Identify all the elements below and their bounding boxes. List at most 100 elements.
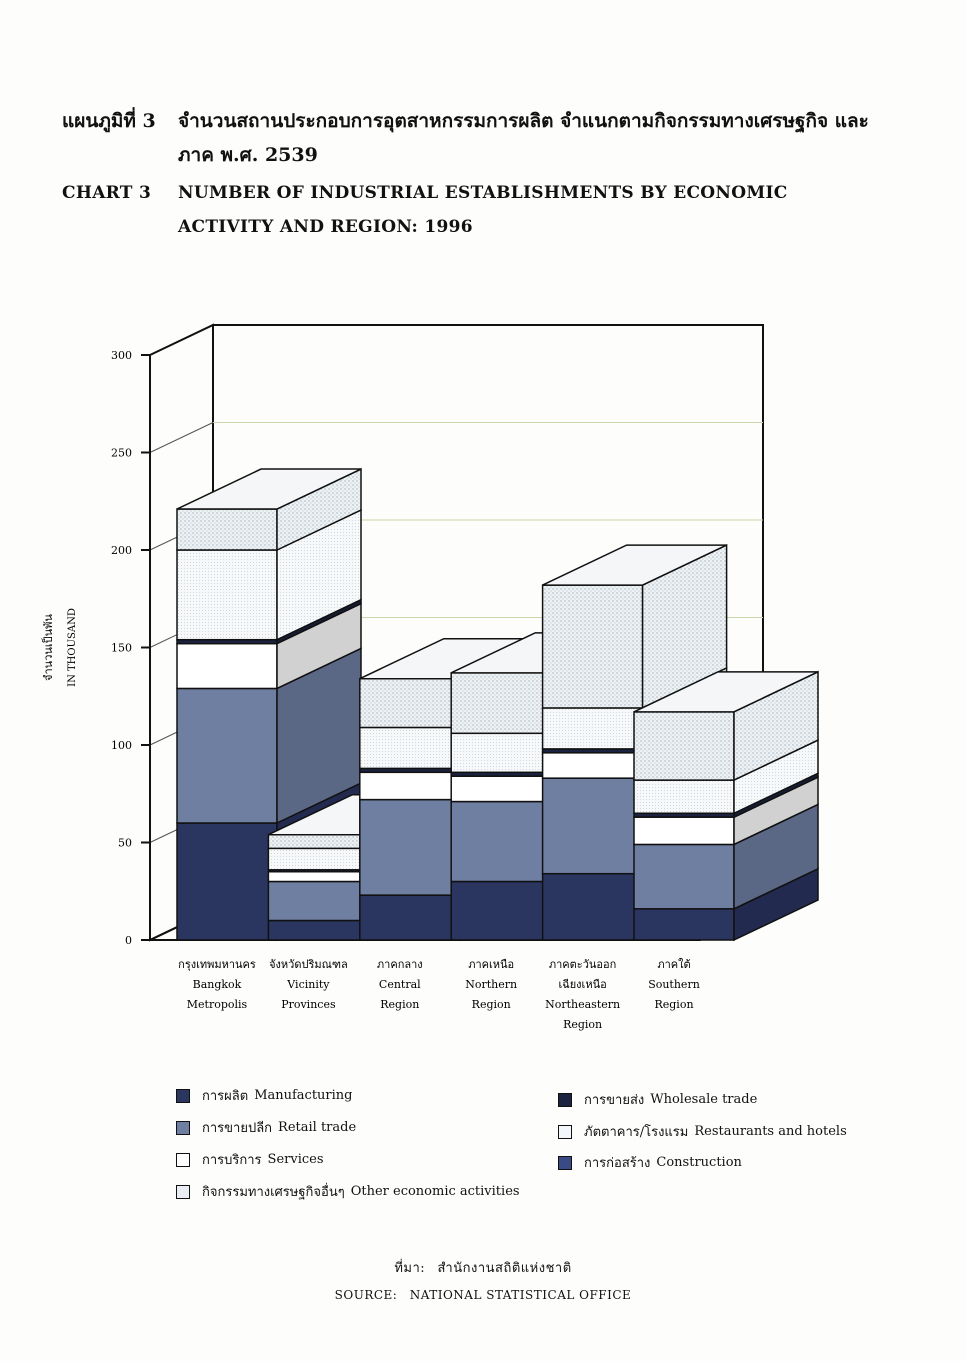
- bar-segment: [633, 779, 735, 815]
- category-label-english: Bangkok: [193, 978, 242, 991]
- source-english-text: NATIONAL STATISTICAL OFFICE: [409, 1288, 632, 1302]
- category-label-thai: ภาคตะวันออก: [549, 958, 616, 971]
- legend-swatch: [176, 1184, 190, 1199]
- legend-item-retail: การขายปลีก Retail trade: [176, 1117, 356, 1138]
- y-axis-label-thai: จำนวนเป็นพัน: [41, 614, 55, 681]
- bar-segment: [541, 584, 644, 709]
- category-label-english: Region: [563, 1018, 602, 1031]
- legend-swatch: [558, 1092, 572, 1107]
- source-english-label: SOURCE:: [334, 1288, 398, 1302]
- title-english-text: NUMBER OF INDUSTRIAL ESTABLISHMENTS BY E…: [178, 183, 788, 237]
- bar-layer: [176, 467, 819, 942]
- source-english-row: SOURCE: NATIONAL STATISTICAL OFFICE: [0, 1282, 966, 1308]
- legend-label-en: Other economic activities: [350, 1184, 520, 1199]
- bar-segment: [267, 833, 370, 850]
- legend-label-th: การบริการ: [202, 1153, 262, 1168]
- y-tick-label: 100: [111, 739, 132, 752]
- category-label-thai: ภาคกลาง: [377, 958, 423, 971]
- y-tick-label: 200: [111, 544, 132, 557]
- bar-segment: [359, 894, 461, 941]
- title-thai-text: จำนวนสถานประกอบการอุตสาหกรรมการผลิต จำแน…: [178, 110, 869, 166]
- label-layer: 0 50 100 150 200 250 300 จำนวนเป็นพัน IN THOUSAN…: [41, 349, 700, 1031]
- legend-label-en: Manufacturing: [254, 1088, 353, 1103]
- bar-segment: [267, 919, 370, 941]
- category-label-thai: ภาคเหนือ: [468, 958, 514, 971]
- legend-item-construction: การก่อสร้าง Construction: [558, 1152, 742, 1173]
- bar-segment: [450, 880, 552, 941]
- y-tick-label: 0: [125, 934, 132, 947]
- legend-item-services: การบริการ Services: [176, 1149, 324, 1170]
- legend-label-en: Retail trade: [278, 1120, 357, 1135]
- y-tick-label: 300: [111, 349, 132, 362]
- legend-label-th: การขายส่ง: [584, 1093, 645, 1108]
- legend-swatch: [558, 1124, 572, 1139]
- legend-item-restaurants: ภัตตาคาร/โรงแรม Restaurants and hotels: [558, 1121, 847, 1142]
- legend-item-wholesale: การขายส่ง Wholesale trade: [558, 1089, 757, 1110]
- gridline-side: [149, 422, 214, 453]
- legend-item-other: กิจกรรมทางเศรษฐกิจอื่นๆ Other economic a…: [176, 1181, 520, 1202]
- legend-swatch: [176, 1152, 190, 1167]
- category-label-thai: กรุงเทพมหานคร: [178, 958, 256, 971]
- legend-swatch: [176, 1088, 190, 1103]
- bar-segment: [541, 752, 644, 779]
- bar-segment: [541, 777, 644, 875]
- y-tick-label: 50: [118, 837, 132, 850]
- bar-segment: [450, 775, 552, 803]
- category-label-english: Vicinity: [286, 978, 330, 991]
- category-label-english: Region: [472, 998, 511, 1011]
- bar-top: [633, 671, 819, 713]
- bar-segment: [450, 672, 552, 735]
- source-thai-label: ที่มา:: [394, 1261, 426, 1276]
- legend-label-th: ภัตตาคาร/โรงแรม: [584, 1125, 689, 1140]
- y-tick-label: 250: [111, 447, 132, 460]
- bar-segment: [267, 871, 370, 883]
- title-english-row: CHART 3 NUMBER OF INDUSTRIAL ESTABLISHME…: [62, 176, 882, 244]
- bar-segment: [176, 687, 278, 824]
- bar-segment: [176, 508, 278, 551]
- bar-segment: [541, 872, 644, 941]
- bar-segment: [633, 711, 735, 781]
- category-label-english: Southern: [648, 978, 700, 991]
- bar-segment: [450, 800, 552, 883]
- legend-label-en: Construction: [656, 1155, 742, 1170]
- bar-segment: [633, 908, 735, 941]
- bar-segment: [359, 771, 461, 801]
- legend-swatch: [558, 1155, 572, 1170]
- category-label-english: Metropolis: [187, 998, 248, 1011]
- category-label-english: Region: [654, 998, 693, 1011]
- chart-title-block: แผนภูมิที่ 3 จำนวนสถานประกอบการอุตสาหกรร…: [62, 104, 882, 244]
- source-note: ที่มา: สำนักงานสถิติแห่งชาติ SOURCE: NAT…: [0, 1255, 966, 1308]
- bar-top: [176, 468, 362, 510]
- bar-top: [542, 544, 727, 586]
- category-label-english: Region: [380, 998, 419, 1011]
- legend: การผลิต Manufacturing การขายปลีก Retail …: [0, 1085, 966, 1205]
- bar-segment: [267, 880, 370, 922]
- stacked-bar-chart: 0 50 100 150 200 250 300 จำนวนเป็นพัน IN THOUSAN…: [41, 323, 819, 1031]
- legend-swatch: [176, 1120, 190, 1135]
- y-tick-label: 150: [111, 642, 132, 655]
- legend-label-en: Services: [267, 1152, 324, 1167]
- title-thai-row: แผนภูมิที่ 3 จำนวนสถานประกอบการอุตสาหกรร…: [62, 104, 882, 172]
- legend-label-th: การก่อสร้าง: [584, 1156, 651, 1171]
- bar-segment: [176, 642, 278, 690]
- legend-label-th: กิจกรรมทางเศรษฐกิจอื่นๆ: [202, 1185, 345, 1200]
- bar-segment: [359, 726, 461, 770]
- legend-label-th: การผลิต: [202, 1089, 249, 1104]
- source-thai-text: สำนักงานสถิติแห่งชาติ: [437, 1261, 572, 1276]
- bar-segment: [176, 822, 278, 941]
- title-english-label: CHART 3: [62, 183, 152, 203]
- category-label-thai: ภาคใต้: [657, 958, 690, 971]
- legend-item-manufacturing: การผลิต Manufacturing: [176, 1085, 353, 1106]
- legend-label-th: การขายปลีก: [202, 1121, 273, 1136]
- bar-segment: [541, 707, 644, 750]
- bar-segment: [267, 847, 370, 871]
- bar-segment: [633, 843, 735, 910]
- bar-segment: [633, 816, 735, 846]
- category-label-thai-line2: เฉียงเหนือ: [558, 978, 606, 991]
- bar-segment: [359, 677, 461, 729]
- title-thai-label: แผนภูมิที่ 3: [62, 110, 156, 132]
- legend-label-en: Wholesale trade: [650, 1092, 758, 1107]
- category-label-english: Provinces: [281, 998, 336, 1011]
- bar-segment: [450, 732, 552, 774]
- source-thai-row: ที่มา: สำนักงานสถิติแห่งชาติ: [0, 1255, 966, 1282]
